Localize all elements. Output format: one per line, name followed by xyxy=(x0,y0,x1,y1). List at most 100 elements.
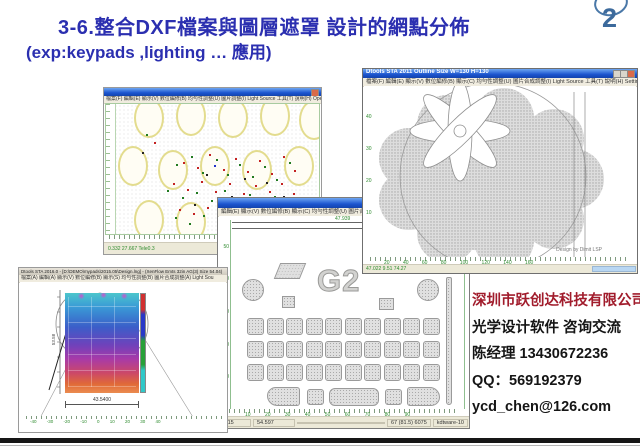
flower-drawing xyxy=(379,86,604,257)
ruler-label: 50 xyxy=(223,244,229,250)
key-grid xyxy=(247,318,445,381)
key-blob xyxy=(176,104,206,136)
ruler-numbers: -40 -30 -20 -10 0 10 20 30 40 xyxy=(30,419,161,424)
dots-title-bar[interactable] xyxy=(104,88,321,96)
window-simulation: Dtools STA 2016.0 - [D:\DEMO\mypads\2015… xyxy=(18,267,228,433)
keypad-key xyxy=(286,318,303,335)
dimension-annotation: 43.5400 xyxy=(65,397,139,408)
keypad-key xyxy=(344,318,362,335)
keypad-key xyxy=(422,364,440,381)
logo-2-text: 2 xyxy=(602,3,617,30)
keypad-key xyxy=(422,318,440,335)
small-square-shape xyxy=(379,298,394,310)
dots-left-ruler xyxy=(106,104,116,234)
keypad-key xyxy=(247,318,264,335)
flower-status-left: 47.022 9.51 74.27 xyxy=(366,266,407,272)
keypad-title-bar[interactable] xyxy=(218,198,469,208)
watermark-text: Design by Dimit LSP xyxy=(556,247,602,253)
keypad-key xyxy=(325,364,342,381)
keypad-key xyxy=(286,341,303,358)
dots-status-left: 0.332 27.667 Tele0.3 xyxy=(108,245,155,252)
window-keypad-layout: 編輯(E) 顯示(V) 數位編修(B) 顯示(C) 均勻性調整(U) 圖片合成調… xyxy=(217,197,470,429)
keypad-key xyxy=(266,364,284,381)
keypad-key xyxy=(305,341,323,358)
right-function-key xyxy=(407,387,440,406)
status-field xyxy=(297,421,385,424)
key-blob xyxy=(299,104,319,140)
close-icon[interactable] xyxy=(627,70,635,78)
status-field: 54.597 xyxy=(253,418,295,427)
contact-qq: QQ：569192379 xyxy=(472,372,582,389)
key-blob xyxy=(260,104,290,136)
keypad-canvas[interactable]: 47.939 50 40 30 20 10 G2 xyxy=(219,216,468,409)
keypad-key xyxy=(403,364,420,381)
y-axis-label: 53.58 xyxy=(51,333,57,346)
keypad-key xyxy=(364,341,381,358)
keypad-key xyxy=(383,318,401,335)
keypad-key xyxy=(325,318,342,335)
g2-label: G2 xyxy=(316,263,361,299)
sim-title-bar[interactable]: Dtools STA 2016.0 - [D:\DEMO\mypads\2015… xyxy=(19,268,227,275)
keypad-key xyxy=(305,318,323,335)
canvas-right-border xyxy=(464,220,465,409)
status-field: kdtware-10 xyxy=(432,418,468,427)
footer-divider xyxy=(0,438,640,443)
key-blob xyxy=(158,150,188,190)
g2-logo-icon: 2 xyxy=(590,0,634,30)
dots-bottom-ruler xyxy=(105,235,320,243)
flower-window-title: Dtools STA 2011 Outline Size W=130 H=130 xyxy=(366,69,489,75)
key-blob xyxy=(218,104,248,138)
ruler-ticks xyxy=(109,235,316,239)
keypad-key xyxy=(344,364,362,381)
keypad-key xyxy=(286,364,303,381)
circle-shape xyxy=(417,279,439,301)
keypad-key xyxy=(403,318,420,335)
flower-canvas[interactable]: 40 30 20 10 Design by Dimit LSP xyxy=(364,86,636,257)
parallelogram-shape xyxy=(273,263,307,279)
outline-top-line xyxy=(232,222,462,223)
key-blob xyxy=(176,202,206,234)
keypad-key xyxy=(266,341,284,358)
circle-outline xyxy=(399,86,587,257)
sim-bottom-ruler: -40 -30 -20 -10 0 10 20 30 40 xyxy=(26,416,222,424)
ruler-label: 20 xyxy=(366,178,372,184)
flower-title-bar[interactable]: Dtools STA 2011 Outline Size W=130 H=130 xyxy=(363,69,637,78)
ruler-label: 40 xyxy=(366,114,372,120)
sim-canvas[interactable]: 53.58 43.5400 -40 -30 -20 -10 0 10 20 30… xyxy=(20,282,226,431)
color-scale-bar xyxy=(140,293,146,393)
ruler-numbers: 20 40 60 80 100 120 140 160 xyxy=(384,260,534,266)
circle-shape xyxy=(242,279,264,301)
keypad-key xyxy=(247,341,264,358)
ruler-ticks xyxy=(26,416,222,419)
ruler-ticks xyxy=(370,257,630,261)
close-icon[interactable] xyxy=(311,89,319,96)
keypad-key xyxy=(344,341,362,358)
small-square-shape xyxy=(282,296,295,308)
contact-email: ycd_chen@126.com xyxy=(472,399,612,415)
ruler-label: 30 xyxy=(366,146,372,152)
contact-phone: 陈经理 13430672236 xyxy=(472,346,609,362)
keypad-bottom-ruler: 10 20 30 40 50 60 70 80 90 xyxy=(219,409,468,418)
keypad-key xyxy=(325,341,342,358)
window-flower-pattern: Dtools STA 2011 Outline Size W=130 H=130… xyxy=(362,68,638,274)
keypad-key xyxy=(422,341,440,358)
key-blob xyxy=(242,150,272,190)
keypad-key xyxy=(364,318,381,335)
flower-status-bar: 47.022 9.51 74.27 xyxy=(363,264,637,273)
keypad-key xyxy=(364,364,381,381)
key-blob xyxy=(118,146,148,186)
ruler-numbers: 10 20 30 40 50 60 70 80 90 xyxy=(245,412,411,418)
keypad-key xyxy=(403,341,420,358)
flower-petals xyxy=(409,86,511,182)
key-blob xyxy=(134,104,164,138)
keypad-key xyxy=(305,364,323,381)
outline-top-line2 xyxy=(232,228,462,229)
heatmap-key-grid xyxy=(68,297,136,387)
space-key xyxy=(329,388,379,406)
contact-company: 深圳市跃创达科技有限公司 xyxy=(472,293,640,309)
keypad-key xyxy=(385,389,402,405)
footer-divider-line xyxy=(0,445,640,446)
left-function-key xyxy=(267,387,300,406)
keypad-key xyxy=(247,364,264,381)
heatmap xyxy=(65,293,139,393)
